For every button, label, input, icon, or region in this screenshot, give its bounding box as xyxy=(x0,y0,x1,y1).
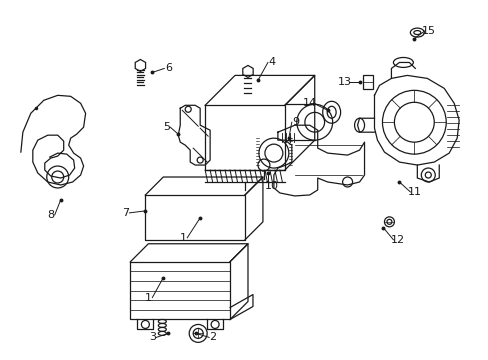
Text: 11: 11 xyxy=(407,187,421,197)
Text: 7: 7 xyxy=(122,208,129,218)
Text: 5: 5 xyxy=(163,122,169,132)
Text: 10: 10 xyxy=(264,181,278,191)
Text: 2: 2 xyxy=(209,332,216,342)
Bar xyxy=(362,75,372,89)
Text: 14: 14 xyxy=(302,98,316,108)
Text: 8: 8 xyxy=(47,210,54,220)
Text: 1: 1 xyxy=(144,293,152,302)
Text: 3: 3 xyxy=(148,332,156,342)
Text: 13: 13 xyxy=(337,77,351,87)
Text: 15: 15 xyxy=(422,26,435,36)
Text: 4: 4 xyxy=(268,58,275,67)
Text: 6: 6 xyxy=(164,63,171,73)
Text: 12: 12 xyxy=(389,235,404,245)
Text: 1: 1 xyxy=(180,233,186,243)
Text: 9: 9 xyxy=(292,117,299,127)
